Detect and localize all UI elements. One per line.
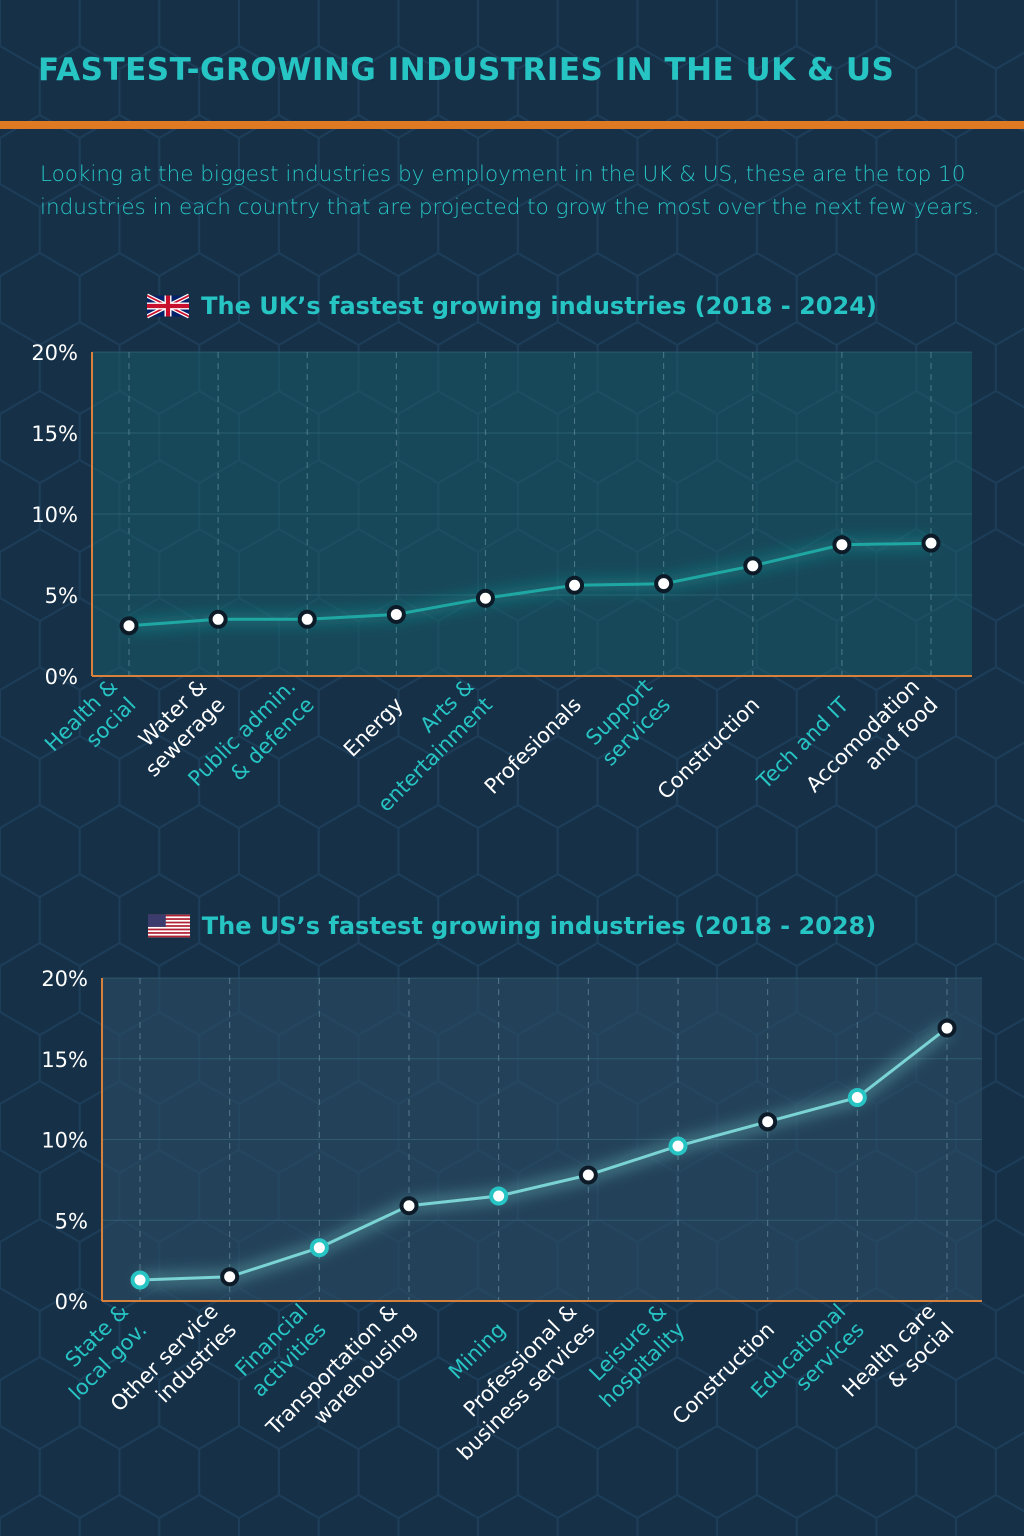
y-tick-label: 20%: [41, 967, 88, 991]
hexagon: [795, 1493, 878, 1536]
hexagon: [556, 1493, 639, 1536]
data-point: [654, 574, 674, 594]
uk-chart-heading: The UK’s fastest growing industries (201…: [0, 292, 1024, 320]
data-point: [758, 1112, 778, 1132]
data-point: [578, 1165, 598, 1185]
data-point: [309, 1238, 329, 1258]
y-tick-label: 20%: [31, 341, 78, 365]
y-tick-label: 0%: [55, 1290, 88, 1314]
hexagon: [317, 1493, 400, 1536]
data-point: [399, 1196, 419, 1216]
hexagon: [158, 1493, 240, 1536]
data-point: [832, 535, 852, 555]
data-point: [565, 575, 585, 595]
data-point: [208, 609, 228, 629]
data-point: [921, 533, 941, 553]
data-point: [119, 616, 139, 636]
hexagon: [238, 1493, 320, 1536]
x-tick-label: Accomodationand food: [801, 674, 942, 815]
page-title: FASTEST-GROWING INDUSTRIES IN THE UK & U…: [38, 52, 895, 88]
x-tick-label: Educationalservices: [746, 1299, 869, 1422]
x-tick-label: Supportservices: [579, 674, 675, 770]
intro-text: Looking at the biggest industries by emp…: [40, 162, 980, 220]
hexagon: [0, 182, 41, 278]
uk-flag-icon: [147, 293, 190, 319]
hexagon: [397, 1493, 479, 1536]
data-point: [937, 1018, 957, 1038]
x-tick-label-line: Energy: [339, 693, 408, 762]
y-tick-label: 10%: [41, 1129, 88, 1153]
y-tick-label: 15%: [31, 422, 78, 446]
plot-area: [102, 978, 982, 1301]
y-tick-label: 10%: [31, 503, 78, 527]
x-tick-label: Health &social: [40, 674, 140, 774]
x-tick-label: Leisure &hospitality: [577, 1299, 690, 1412]
us-chart-heading: The US’s fastest growing industries (201…: [0, 912, 1024, 940]
series-line: [128, 541, 932, 628]
us-flag-icon: [147, 914, 190, 938]
data-point: [130, 1270, 150, 1290]
y-tick-label: 0%: [45, 665, 78, 689]
data-point: [847, 1088, 867, 1108]
y-tick-label: 5%: [45, 584, 78, 608]
data-point: [220, 1267, 240, 1287]
data-point: [475, 588, 495, 608]
uk-chart-title: The UK’s fastest growing industries (201…: [201, 292, 877, 320]
y-tick-label: 15%: [41, 1048, 88, 1072]
hexagon: [716, 1493, 798, 1536]
title-divider: [0, 121, 1024, 129]
x-tick-label: Arts &entertainment: [355, 674, 497, 816]
series-line: [139, 1026, 948, 1282]
data-point: [386, 604, 406, 624]
data-point: [743, 556, 763, 576]
data-point: [489, 1186, 509, 1206]
data-point: [668, 1136, 688, 1156]
us-line-chart: 20%15%10%5%0%State &local gov.Other serv…: [41, 967, 982, 1465]
hexagon: [78, 1493, 161, 1536]
hexagon: [477, 1493, 559, 1536]
us-chart-title: The US’s fastest growing industries (201…: [201, 912, 877, 940]
x-tick-label: Energy: [339, 693, 408, 762]
hexagon: [636, 1493, 719, 1536]
data-point: [297, 609, 317, 629]
hexagon: [955, 1493, 1024, 1536]
y-tick-label: 5%: [55, 1209, 88, 1233]
hexagon: [875, 1493, 958, 1536]
x-tick-label: Health care& social: [838, 1299, 959, 1420]
hexagon: [0, 1493, 81, 1536]
